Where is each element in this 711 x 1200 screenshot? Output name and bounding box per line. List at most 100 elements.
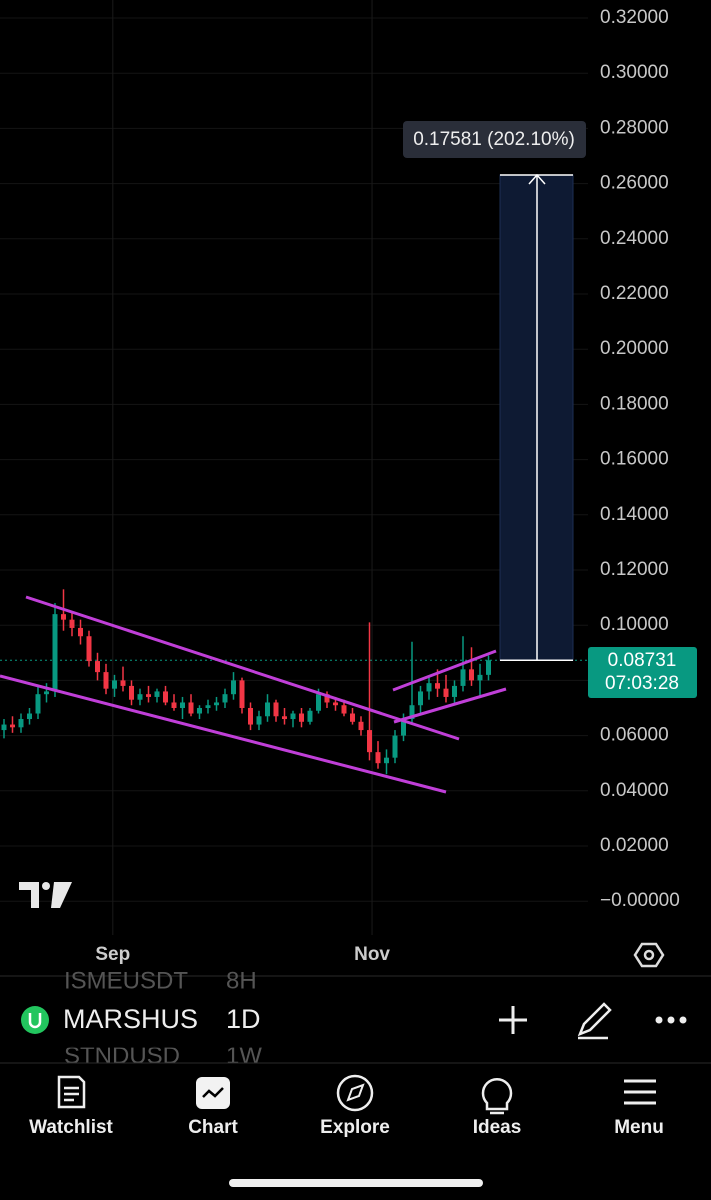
candle-body — [18, 719, 24, 728]
tab-label[interactable]: Watchlist — [29, 1117, 113, 1138]
tab-label[interactable]: Ideas — [473, 1117, 522, 1138]
candle-body — [61, 614, 66, 620]
candle-body — [486, 660, 491, 675]
menu-icon — [624, 1079, 656, 1105]
candle-body — [426, 683, 432, 692]
candle-body — [256, 716, 262, 725]
candle-body — [154, 691, 160, 697]
candle-body — [171, 702, 177, 708]
trend-line — [393, 687, 507, 724]
candle-body — [69, 619, 75, 628]
candle-body — [443, 688, 449, 697]
candle-body — [120, 680, 126, 686]
candle-body — [375, 752, 381, 764]
interval[interactable]: 1D — [226, 1004, 261, 1034]
watchlist-icon — [57, 1075, 86, 1109]
tab-label[interactable]: Explore — [320, 1117, 390, 1138]
more-icon[interactable] — [655, 1016, 687, 1024]
candle-body — [222, 694, 228, 703]
y-tick-label: 0.26000 — [600, 173, 669, 194]
chart-plot[interactable]: 0.32000 0.30000 0.28000 0.26000 0.24000 0.220… — [0, 0, 697, 965]
candle-body — [188, 702, 194, 714]
candle-body — [324, 694, 330, 703]
candle-body — [1, 724, 7, 731]
candle-body — [316, 694, 321, 711]
candle-body — [95, 661, 100, 673]
y-tick-label: 0.20000 — [600, 338, 669, 359]
candle-body — [452, 685, 457, 697]
y-tick-label: 0.10000 — [600, 614, 669, 635]
y-tick-label: −0.00000 — [600, 890, 680, 911]
candle-body — [35, 694, 41, 714]
candle-body — [180, 702, 185, 708]
candle-body — [231, 680, 236, 695]
candle-body — [214, 702, 219, 706]
candle-body — [52, 614, 58, 692]
explore-icon — [336, 1074, 374, 1112]
chart-icon-glyph — [202, 1087, 224, 1098]
candle-body — [333, 702, 338, 706]
candle-body — [197, 707, 202, 714]
candle-body — [163, 691, 168, 703]
y-tick-label: 0.24000 — [600, 228, 669, 249]
y-tick-label: 0.02000 — [600, 835, 669, 856]
candle-body — [103, 672, 109, 689]
y-tick-label: 0.16000 — [600, 449, 669, 470]
ideas-icon — [481, 1077, 513, 1115]
candle-body — [78, 627, 83, 637]
y-tick-label: 0.04000 — [600, 780, 669, 801]
settings-icon[interactable] — [633, 942, 665, 968]
candle-body — [239, 680, 245, 708]
y-tick-label: 0.14000 — [600, 504, 669, 525]
measure-label-bg — [403, 121, 586, 158]
y-tick-label: 0.30000 — [600, 62, 669, 83]
candle-body — [86, 636, 92, 662]
candle-body — [27, 713, 32, 720]
candle-body — [129, 685, 134, 700]
y-tick-label: 0.28000 — [600, 117, 669, 138]
prev-symbol: ISMEUSDT — [64, 967, 188, 994]
symbol-icon-glyph — [28, 1013, 42, 1029]
y-tick-label: 0.32000 — [600, 7, 669, 28]
candle-body — [418, 691, 423, 706]
candle-body — [265, 702, 270, 717]
tab-label[interactable]: Menu — [614, 1117, 664, 1138]
candle-body — [409, 705, 415, 720]
candle-body — [273, 702, 279, 717]
y-tick-label: 0.12000 — [600, 559, 669, 580]
tab-bar: Watchlist Chart Explore Ideas Menu — [29, 1117, 664, 1138]
candle-body — [307, 710, 313, 722]
tab-label[interactable]: Chart — [188, 1117, 238, 1138]
candle-body — [299, 713, 304, 722]
x-tick-label: Nov — [354, 944, 390, 965]
add-icon[interactable] — [499, 1006, 527, 1034]
trend-line — [392, 649, 497, 692]
candle-body — [401, 719, 406, 736]
symbol[interactable]: MARSHUS — [63, 1004, 198, 1034]
candle-body — [248, 707, 253, 725]
candle-body — [460, 669, 466, 686]
trend-line — [0, 674, 447, 794]
countdown: 07:03:28 — [605, 673, 679, 694]
y-tick-label: 0.18000 — [600, 393, 669, 414]
candle-body — [367, 730, 372, 753]
measure-label: 0.17581 (202.10%) — [413, 129, 575, 150]
candle-body — [358, 721, 364, 731]
candle-body — [10, 724, 15, 728]
candle-body — [112, 680, 117, 689]
y-tick-label: 0.22000 — [600, 283, 669, 304]
candle-body — [290, 713, 296, 720]
draw-icon[interactable] — [577, 1002, 612, 1040]
symbol-icon — [21, 1006, 49, 1034]
candle-body — [137, 694, 143, 700]
candle-body — [469, 669, 474, 681]
trend-lines — [0, 595, 507, 794]
candle-body — [146, 694, 151, 697]
tv-logo — [19, 882, 72, 908]
candle-body — [341, 705, 347, 714]
last-price-label: 0.08731 — [608, 650, 677, 671]
candle-body — [44, 691, 49, 695]
candle-body — [384, 757, 389, 764]
candle-body — [205, 705, 211, 708]
